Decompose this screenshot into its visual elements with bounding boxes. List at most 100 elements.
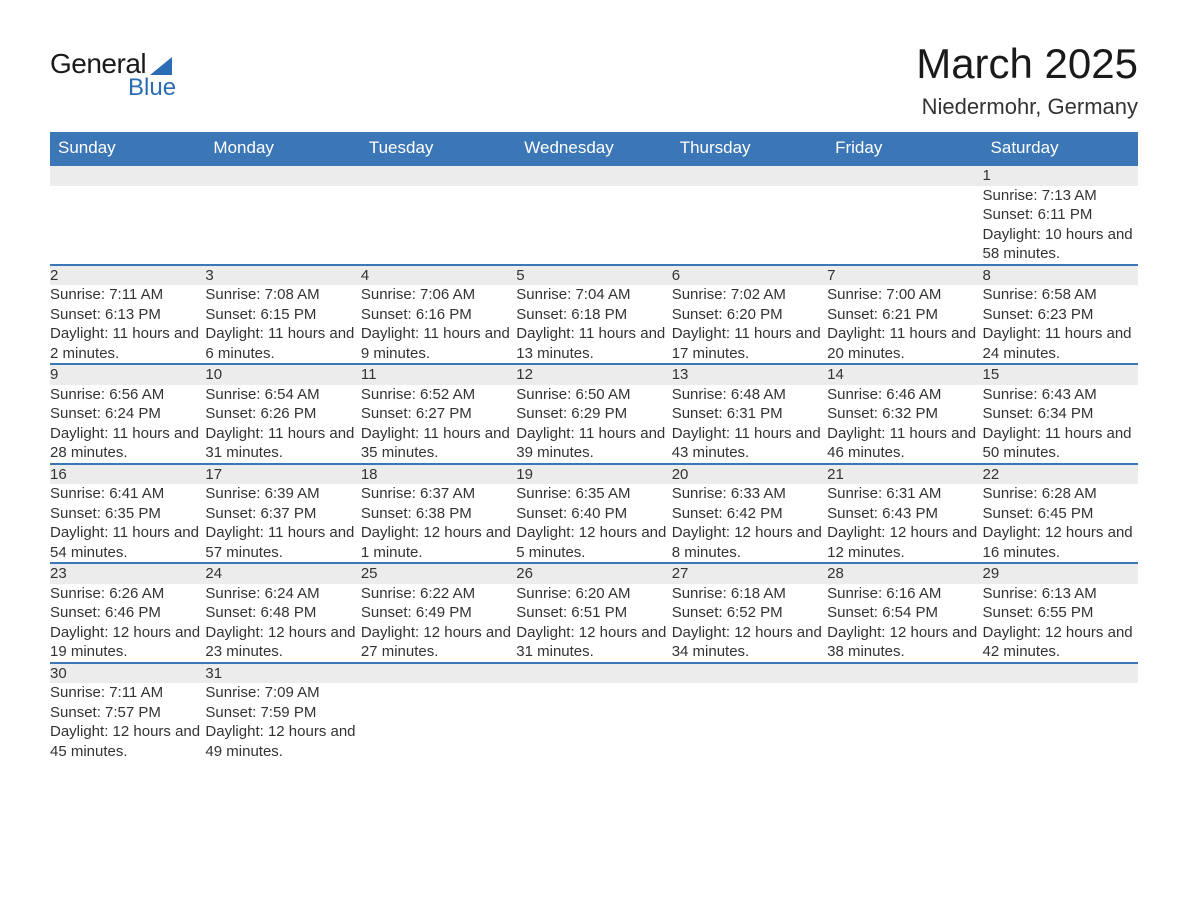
month-title: March 2025 bbox=[916, 40, 1138, 88]
day-data-cell bbox=[827, 683, 982, 761]
day-data-cell: Sunrise: 6:39 AMSunset: 6:37 PMDaylight:… bbox=[205, 484, 360, 563]
day-data-cell: Sunrise: 6:20 AMSunset: 6:51 PMDaylight:… bbox=[516, 584, 671, 663]
sunset-text: Sunset: 6:49 PM bbox=[361, 603, 516, 623]
daylight-text: Daylight: 11 hours and 39 minutes. bbox=[516, 424, 671, 463]
day-data-cell: Sunrise: 6:18 AMSunset: 6:52 PMDaylight:… bbox=[672, 584, 827, 663]
day-number-cell: 25 bbox=[361, 563, 516, 584]
calendar-header-row: SundayMondayTuesdayWednesdayThursdayFrid… bbox=[50, 132, 1138, 165]
sunset-text: Sunset: 6:51 PM bbox=[516, 603, 671, 623]
sunset-text: Sunset: 6:18 PM bbox=[516, 305, 671, 325]
weekday-header: Sunday bbox=[50, 132, 205, 165]
day-data-cell bbox=[516, 186, 671, 265]
sunrise-text: Sunrise: 6:24 AM bbox=[205, 584, 360, 604]
sunset-text: Sunset: 6:35 PM bbox=[50, 504, 205, 524]
day-data-cell: Sunrise: 6:13 AMSunset: 6:55 PMDaylight:… bbox=[983, 584, 1138, 663]
sunrise-text: Sunrise: 6:41 AM bbox=[50, 484, 205, 504]
day-number-cell bbox=[827, 663, 982, 684]
sunrise-text: Sunrise: 7:08 AM bbox=[205, 285, 360, 305]
calendar-table: SundayMondayTuesdayWednesdayThursdayFrid… bbox=[50, 132, 1138, 761]
day-data-row: Sunrise: 6:41 AMSunset: 6:35 PMDaylight:… bbox=[50, 484, 1138, 563]
weekday-header: Friday bbox=[827, 132, 982, 165]
sunset-text: Sunset: 6:31 PM bbox=[672, 404, 827, 424]
day-data-cell: Sunrise: 6:52 AMSunset: 6:27 PMDaylight:… bbox=[361, 385, 516, 464]
sunrise-text: Sunrise: 6:48 AM bbox=[672, 385, 827, 405]
day-data-cell: Sunrise: 6:28 AMSunset: 6:45 PMDaylight:… bbox=[983, 484, 1138, 563]
sunrise-text: Sunrise: 6:52 AM bbox=[361, 385, 516, 405]
day-data-cell: Sunrise: 6:54 AMSunset: 6:26 PMDaylight:… bbox=[205, 385, 360, 464]
day-data-row: Sunrise: 6:26 AMSunset: 6:46 PMDaylight:… bbox=[50, 584, 1138, 663]
logo: General Blue bbox=[50, 40, 176, 102]
sunrise-text: Sunrise: 6:18 AM bbox=[672, 584, 827, 604]
sunrise-text: Sunrise: 7:04 AM bbox=[516, 285, 671, 305]
sunset-text: Sunset: 6:48 PM bbox=[205, 603, 360, 623]
day-data-cell: Sunrise: 6:16 AMSunset: 6:54 PMDaylight:… bbox=[827, 584, 982, 663]
day-data-cell: Sunrise: 7:11 AMSunset: 6:13 PMDaylight:… bbox=[50, 285, 205, 364]
sunset-text: Sunset: 6:54 PM bbox=[827, 603, 982, 623]
day-number-cell: 24 bbox=[205, 563, 360, 584]
daylight-text: Daylight: 11 hours and 24 minutes. bbox=[983, 324, 1138, 363]
daylight-text: Daylight: 11 hours and 46 minutes. bbox=[827, 424, 982, 463]
sunrise-text: Sunrise: 7:13 AM bbox=[983, 186, 1138, 206]
daylight-text: Daylight: 11 hours and 6 minutes. bbox=[205, 324, 360, 363]
day-number-cell: 9 bbox=[50, 364, 205, 385]
daylight-text: Daylight: 12 hours and 16 minutes. bbox=[983, 523, 1138, 562]
sunrise-text: Sunrise: 7:06 AM bbox=[361, 285, 516, 305]
sunset-text: Sunset: 6:40 PM bbox=[516, 504, 671, 524]
day-number-cell bbox=[205, 165, 360, 186]
page-header: General Blue March 2025 Niedermohr, Germ… bbox=[50, 40, 1138, 120]
sunrise-text: Sunrise: 7:00 AM bbox=[827, 285, 982, 305]
daylight-text: Daylight: 12 hours and 42 minutes. bbox=[983, 623, 1138, 662]
day-number-cell: 26 bbox=[516, 563, 671, 584]
day-data-cell: Sunrise: 7:08 AMSunset: 6:15 PMDaylight:… bbox=[205, 285, 360, 364]
day-data-cell: Sunrise: 7:02 AMSunset: 6:20 PMDaylight:… bbox=[672, 285, 827, 364]
day-number-cell bbox=[672, 165, 827, 186]
daylight-text: Daylight: 12 hours and 34 minutes. bbox=[672, 623, 827, 662]
day-number-cell: 18 bbox=[361, 464, 516, 485]
sunset-text: Sunset: 7:57 PM bbox=[50, 703, 205, 723]
day-number-cell: 11 bbox=[361, 364, 516, 385]
day-number-cell: 19 bbox=[516, 464, 671, 485]
day-number-cell: 14 bbox=[827, 364, 982, 385]
sunset-text: Sunset: 6:11 PM bbox=[983, 205, 1138, 225]
sunset-text: Sunset: 6:13 PM bbox=[50, 305, 205, 325]
sunset-text: Sunset: 6:24 PM bbox=[50, 404, 205, 424]
day-data-cell: Sunrise: 6:35 AMSunset: 6:40 PMDaylight:… bbox=[516, 484, 671, 563]
day-number-cell: 13 bbox=[672, 364, 827, 385]
sunrise-text: Sunrise: 7:11 AM bbox=[50, 285, 205, 305]
daylight-text: Daylight: 12 hours and 1 minute. bbox=[361, 523, 516, 562]
day-number-cell: 6 bbox=[672, 265, 827, 286]
sunset-text: Sunset: 6:23 PM bbox=[983, 305, 1138, 325]
weekday-header: Wednesday bbox=[516, 132, 671, 165]
day-number-cell: 2 bbox=[50, 265, 205, 286]
sunrise-text: Sunrise: 6:22 AM bbox=[361, 584, 516, 604]
day-data-cell bbox=[361, 186, 516, 265]
daylight-text: Daylight: 11 hours and 28 minutes. bbox=[50, 424, 205, 463]
sunset-text: Sunset: 7:59 PM bbox=[205, 703, 360, 723]
sunrise-text: Sunrise: 7:11 AM bbox=[50, 683, 205, 703]
sunrise-text: Sunrise: 6:46 AM bbox=[827, 385, 982, 405]
sunrise-text: Sunrise: 6:16 AM bbox=[827, 584, 982, 604]
sunrise-text: Sunrise: 6:31 AM bbox=[827, 484, 982, 504]
daylight-text: Daylight: 12 hours and 27 minutes. bbox=[361, 623, 516, 662]
day-number-cell: 30 bbox=[50, 663, 205, 684]
day-data-cell: Sunrise: 6:48 AMSunset: 6:31 PMDaylight:… bbox=[672, 385, 827, 464]
day-number-cell: 8 bbox=[983, 265, 1138, 286]
sunset-text: Sunset: 6:32 PM bbox=[827, 404, 982, 424]
day-number-cell: 5 bbox=[516, 265, 671, 286]
sunrise-text: Sunrise: 6:37 AM bbox=[361, 484, 516, 504]
sunrise-text: Sunrise: 6:39 AM bbox=[205, 484, 360, 504]
day-data-row: Sunrise: 7:13 AMSunset: 6:11 PMDaylight:… bbox=[50, 186, 1138, 265]
day-number-cell bbox=[361, 663, 516, 684]
daylight-text: Daylight: 11 hours and 50 minutes. bbox=[983, 424, 1138, 463]
day-data-row: Sunrise: 6:56 AMSunset: 6:24 PMDaylight:… bbox=[50, 385, 1138, 464]
sunset-text: Sunset: 6:15 PM bbox=[205, 305, 360, 325]
day-data-row: Sunrise: 7:11 AMSunset: 7:57 PMDaylight:… bbox=[50, 683, 1138, 761]
day-number-cell: 21 bbox=[827, 464, 982, 485]
daylight-text: Daylight: 11 hours and 54 minutes. bbox=[50, 523, 205, 562]
day-number-cell: 23 bbox=[50, 563, 205, 584]
day-number-cell: 29 bbox=[983, 563, 1138, 584]
day-data-cell: Sunrise: 6:31 AMSunset: 6:43 PMDaylight:… bbox=[827, 484, 982, 563]
sunrise-text: Sunrise: 6:13 AM bbox=[983, 584, 1138, 604]
sunrise-text: Sunrise: 6:58 AM bbox=[983, 285, 1138, 305]
daylight-text: Daylight: 11 hours and 17 minutes. bbox=[672, 324, 827, 363]
